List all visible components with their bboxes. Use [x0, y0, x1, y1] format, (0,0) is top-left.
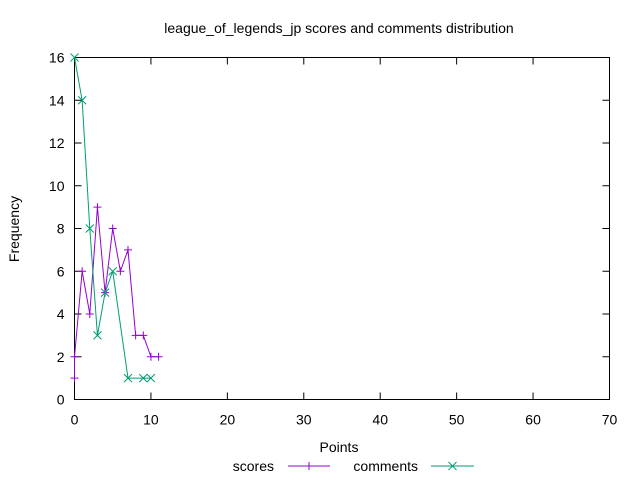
comments-point — [77, 95, 87, 105]
y-tick-label: 0 — [57, 392, 65, 408]
scores-point — [93, 203, 102, 212]
scores-point — [116, 267, 125, 276]
comments-point — [93, 331, 102, 340]
comments-line — [74, 57, 151, 379]
comments-point — [108, 266, 118, 276]
scores-point — [124, 245, 132, 254]
comments-point — [146, 373, 156, 383]
x-axis-label: Points — [320, 439, 359, 455]
y-tick-label: 6 — [57, 263, 65, 279]
scores-point — [70, 352, 79, 361]
scores-point — [70, 374, 79, 383]
comments-point — [123, 373, 133, 383]
x-tick-label: 10 — [143, 412, 159, 428]
legend-marker-scores — [305, 462, 313, 470]
x-tick-label: 20 — [220, 412, 236, 428]
x-tick-label: 40 — [372, 412, 388, 428]
x-tick-label: 60 — [525, 412, 541, 428]
series-comments — [70, 53, 156, 383]
comments-point — [138, 373, 148, 383]
x-tick-label: 70 — [602, 412, 618, 428]
scores-point — [78, 267, 87, 276]
y-tick-label: 8 — [57, 221, 65, 237]
chart-title: league_of_legends_jp scores and comments… — [164, 20, 513, 36]
series-scores — [70, 203, 163, 383]
scores-point — [146, 352, 155, 361]
legend: scores comments — [233, 458, 474, 474]
scores-point — [85, 310, 94, 318]
comments-point — [70, 53, 79, 62]
scores-line — [74, 207, 159, 379]
y-tick-label: 10 — [49, 178, 65, 194]
y-tick-label: 2 — [57, 349, 65, 365]
y-tick-label: 14 — [49, 92, 65, 108]
legend-label-comments: comments — [353, 458, 418, 474]
x-tick-label: 30 — [296, 412, 312, 428]
scores-point — [108, 224, 117, 233]
legend-marker-comments — [448, 461, 457, 471]
y-axis-label: Frequency — [6, 196, 22, 262]
scores-point — [154, 352, 163, 361]
series-layer — [70, 53, 163, 383]
comments-point — [85, 224, 95, 233]
legend-label-scores: scores — [233, 458, 274, 474]
comments-point — [100, 288, 110, 297]
x-tick-label: 50 — [449, 412, 465, 428]
y-axis: 0 2 4 6 8 10 12 14 16 — [49, 50, 610, 408]
x-axis: 0 10 20 30 40 50 60 70 — [71, 57, 618, 428]
y-tick-label: 12 — [49, 135, 65, 151]
scores-point — [131, 331, 140, 340]
scores-point — [139, 331, 148, 340]
y-tick-label: 16 — [49, 50, 65, 66]
plot-frame — [74, 57, 610, 400]
y-tick-label: 4 — [57, 306, 65, 322]
x-tick-label: 0 — [71, 412, 79, 428]
